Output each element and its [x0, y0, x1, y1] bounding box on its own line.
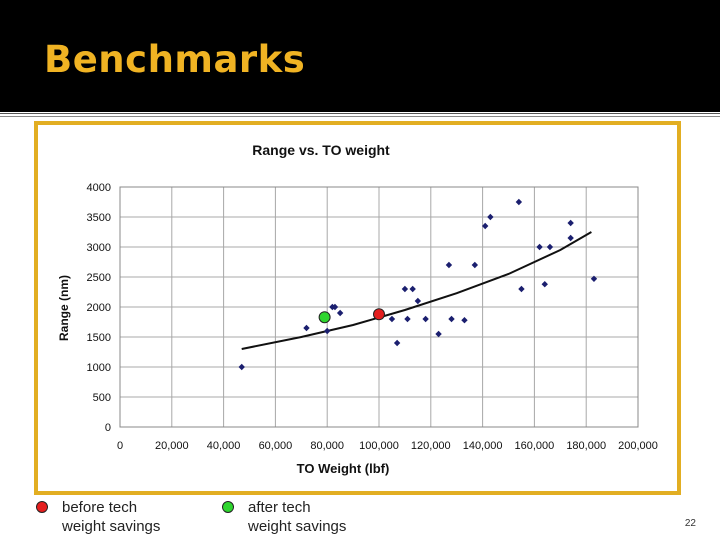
data-point — [393, 339, 401, 347]
highlight-point — [318, 311, 331, 324]
y-tick-label: 3500 — [87, 212, 111, 224]
red-dot-icon — [36, 501, 48, 513]
x-tick-label: 60,000 — [259, 440, 293, 452]
y-tick-label: 2000 — [87, 302, 111, 314]
plot-area-border — [119, 186, 639, 428]
y-tick-label: 2500 — [87, 272, 111, 284]
scatter-chart: Range vs. TO weight 0 500 1000 1500 2000 2500… — [57, 142, 658, 476]
legend-before: before tech weight savings — [36, 498, 160, 536]
data-point — [435, 330, 442, 338]
data-point — [567, 234, 574, 242]
data-point — [336, 309, 344, 317]
data-point — [536, 243, 543, 251]
divider-line — [0, 116, 720, 117]
data-point — [238, 363, 245, 371]
data-point — [487, 213, 494, 221]
data-point — [303, 324, 310, 332]
data-point — [409, 285, 416, 293]
y-tick-label: 500 — [93, 392, 111, 404]
data-point — [445, 261, 453, 269]
y-tick-label: 1000 — [87, 362, 111, 374]
title-bar — [0, 0, 720, 112]
x-tick-label: 140,000 — [463, 440, 503, 452]
x-tick-label: 200,000 — [618, 440, 658, 452]
data-point — [422, 315, 429, 323]
data-point — [324, 327, 331, 335]
chart-frame: Range vs. TO weight 0 500 1000 1500 2000 2500… — [34, 121, 681, 495]
data-point — [331, 303, 339, 311]
highlight-point — [373, 308, 385, 321]
data-point — [471, 261, 479, 269]
green-dot-icon — [222, 501, 234, 513]
data-point — [590, 275, 598, 282]
y-tick-label: 0 — [105, 422, 111, 434]
data-point — [515, 198, 523, 206]
x-tick-label: 20,000 — [155, 440, 189, 452]
x-tick-label: 100,000 — [359, 440, 399, 452]
data-point — [388, 315, 396, 323]
x-tick-label: 40,000 — [207, 440, 241, 452]
data-point — [546, 243, 554, 251]
trendline — [241, 231, 592, 350]
legend-after-label: after tech weight savings — [248, 499, 347, 535]
data-point — [401, 285, 409, 293]
x-tick-label: 160,000 — [515, 440, 555, 452]
chart-title: Range vs. TO weight — [252, 142, 390, 158]
x-tick-label: 0 — [117, 440, 123, 452]
data-point — [461, 317, 468, 324]
data-point — [404, 315, 411, 323]
data-point — [567, 219, 574, 227]
slide-title: Benchmarks — [44, 38, 306, 81]
y-tick-label: 4000 — [87, 182, 111, 194]
legend-before-label: before tech weight savings — [62, 499, 161, 535]
y-tick-label: 3000 — [87, 242, 111, 254]
x-tick-label: 80,000 — [310, 440, 344, 452]
data-point — [414, 297, 422, 305]
data-point — [448, 315, 455, 323]
x-tick-label: 180,000 — [566, 440, 606, 452]
y-axis-label: Range (nm) — [57, 275, 71, 341]
x-tick-label: 120,000 — [411, 440, 451, 452]
divider-line — [0, 113, 720, 114]
page-number: 22 — [684, 518, 696, 529]
data-point — [541, 281, 548, 288]
legend-after: after tech weight savings — [222, 498, 346, 536]
x-axis-label: TO Weight (lbf) — [297, 461, 390, 476]
y-tick-label: 1500 — [87, 332, 111, 344]
data-point — [518, 285, 525, 293]
